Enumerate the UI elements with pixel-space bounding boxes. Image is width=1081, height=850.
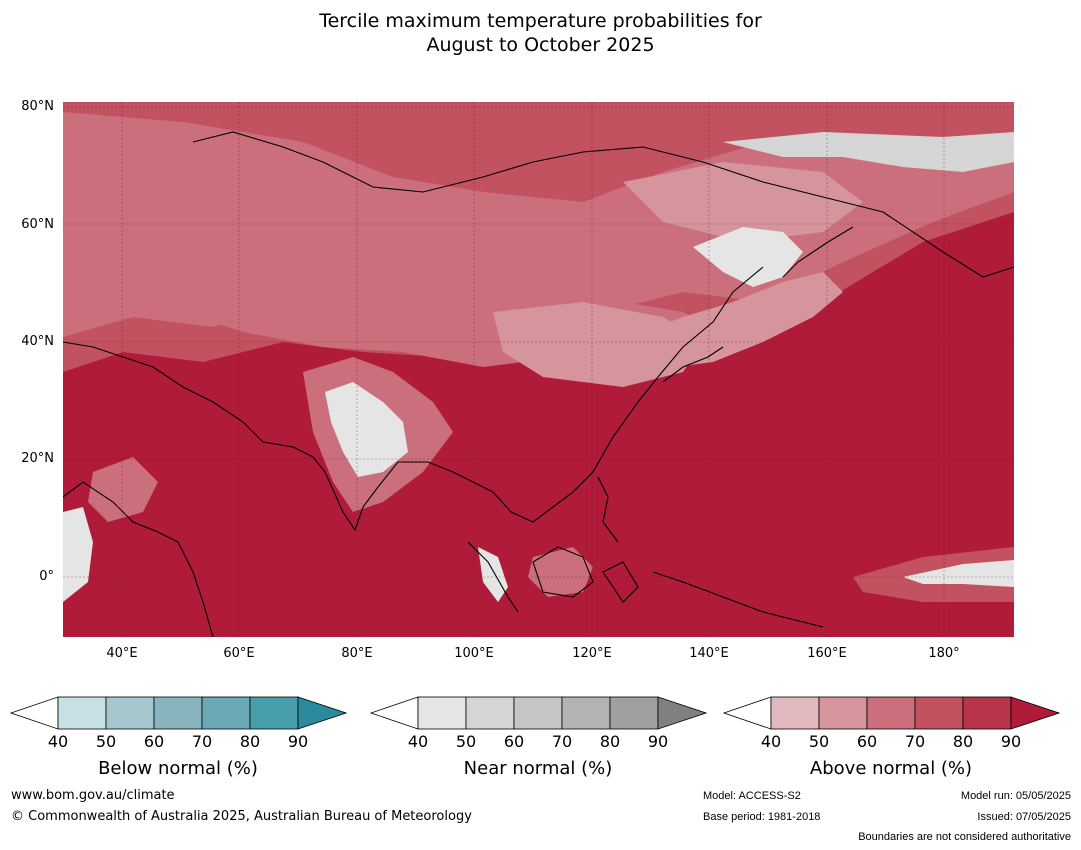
lon-label-180: 180°: [928, 646, 960, 661]
lon-label-100e: 100°E: [454, 646, 494, 661]
cb-tick: 70: [551, 732, 573, 751]
cb-tick: 90: [287, 732, 309, 751]
colorbar-swatch: [201, 696, 251, 730]
colorbar-above-normal-title: Above normal (%): [809, 758, 973, 779]
cb-tick: 70: [904, 732, 926, 751]
cb-tick: 50: [808, 732, 830, 751]
base-period: Base period: 1981-2018: [703, 811, 821, 823]
contour-india-near-normal: [325, 382, 408, 477]
cb-tick: 60: [856, 732, 878, 751]
colorbar-swatch: [465, 696, 515, 730]
contour-china-50: [493, 302, 703, 387]
lat-label-80n: 80°N: [21, 99, 54, 114]
contour-arabia-60: [88, 457, 158, 522]
contour-borneo-60: [528, 547, 593, 597]
colorbar-near-normal-title: Near normal (%): [463, 758, 613, 779]
lat-label-eq: 0°: [39, 569, 54, 584]
cb-tick: 90: [647, 732, 669, 751]
cb-tick: 50: [455, 732, 477, 751]
cb-tick: 70: [191, 732, 213, 751]
issued-date: Issued: 07/05/2025: [977, 811, 1071, 823]
colorbar-swatch: [770, 696, 820, 730]
cb-tick: 80: [952, 732, 974, 751]
colorbar-above-normal-swatches: [723, 696, 1060, 730]
map-title: Tercile maximum temperature probabilitie…: [0, 9, 1081, 57]
colorbar-above-normal: [723, 696, 1060, 730]
lon-label-140e: 140°E: [689, 646, 729, 661]
colorbar-upper-extension: [657, 696, 707, 730]
cb-tick: 40: [407, 732, 429, 751]
colorbar-swatch: [153, 696, 203, 730]
contour-pacific-near-normal: [903, 560, 1014, 587]
colorbar-swatch: [105, 696, 155, 730]
model-name: Model: ACCESS-S2: [703, 790, 801, 802]
website-link[interactable]: www.bom.gov.au/climate: [11, 788, 175, 803]
cb-tick: 50: [95, 732, 117, 751]
lon-label-80e: 80°E: [341, 646, 373, 661]
probability-map: [63, 102, 1014, 637]
colorbar-swatch: [561, 696, 611, 730]
contour-japan-50: [643, 272, 843, 367]
cb-tick: 80: [239, 732, 261, 751]
coastlines: [63, 131, 1014, 637]
lon-label-40e: 40°E: [106, 646, 138, 661]
colorbar-lower-extension: [10, 696, 59, 730]
lon-label-160e: 160°E: [807, 646, 847, 661]
contour-sumatra-near-normal: [478, 547, 508, 602]
lat-label-20n: 20°N: [21, 451, 54, 466]
lat-label-40n: 40°N: [21, 334, 54, 349]
cb-tick: 40: [47, 732, 69, 751]
map-title-line-1: Tercile maximum temperature probabilitie…: [319, 10, 762, 32]
colorbar-swatch: [513, 696, 563, 730]
colorbar-upper-extension: [297, 696, 347, 730]
probability-map-canvas: [63, 102, 1014, 637]
colorbar-near-normal-swatches: [370, 696, 707, 730]
colorbar-below-normal-swatches: [10, 696, 347, 730]
contour-east-siberia-near-normal: [723, 132, 1014, 172]
cb-tick: 40: [760, 732, 782, 751]
cb-tick: 80: [599, 732, 621, 751]
colorbar-swatch: [962, 696, 1012, 730]
colorbar-below-normal-title: Below normal (%): [98, 758, 258, 779]
contour-east-siberia-50: [623, 162, 863, 242]
colorbar-lower-extension: [370, 696, 419, 730]
boundaries-disclaimer: Boundaries are not considered authoritat…: [858, 831, 1071, 843]
cb-tick: 60: [143, 732, 165, 751]
colorbar-lower-extension: [723, 696, 772, 730]
lon-label-60e: 60°E: [223, 646, 255, 661]
colorbar-swatch: [818, 696, 868, 730]
colorbar-swatch: [866, 696, 916, 730]
lat-label-60n: 60°N: [21, 217, 54, 232]
cb-tick: 60: [503, 732, 525, 751]
colorbar-swatch: [914, 696, 964, 730]
cb-tick: 90: [1000, 732, 1022, 751]
contour-east-africa-near-normal: [63, 507, 93, 602]
colorbar-swatch: [417, 696, 467, 730]
map-title-line-2: August to October 2025: [426, 34, 655, 56]
copyright-notice: © Commonwealth of Australia 2025, Austra…: [11, 809, 472, 824]
colorbar-near-normal: [370, 696, 707, 730]
lon-label-120e: 120°E: [572, 646, 612, 661]
colorbar-below-normal: [10, 696, 347, 730]
colorbar-upper-extension: [1010, 696, 1060, 730]
contour-okhotsk-near-normal: [693, 227, 803, 287]
colorbar-swatch: [249, 696, 299, 730]
colorbar-swatch: [57, 696, 107, 730]
model-run-date: Model run: 05/05/2025: [960, 790, 1071, 802]
colorbar-swatch: [609, 696, 659, 730]
